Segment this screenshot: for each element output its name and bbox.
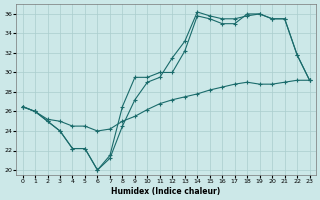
X-axis label: Humidex (Indice chaleur): Humidex (Indice chaleur): [111, 187, 221, 196]
